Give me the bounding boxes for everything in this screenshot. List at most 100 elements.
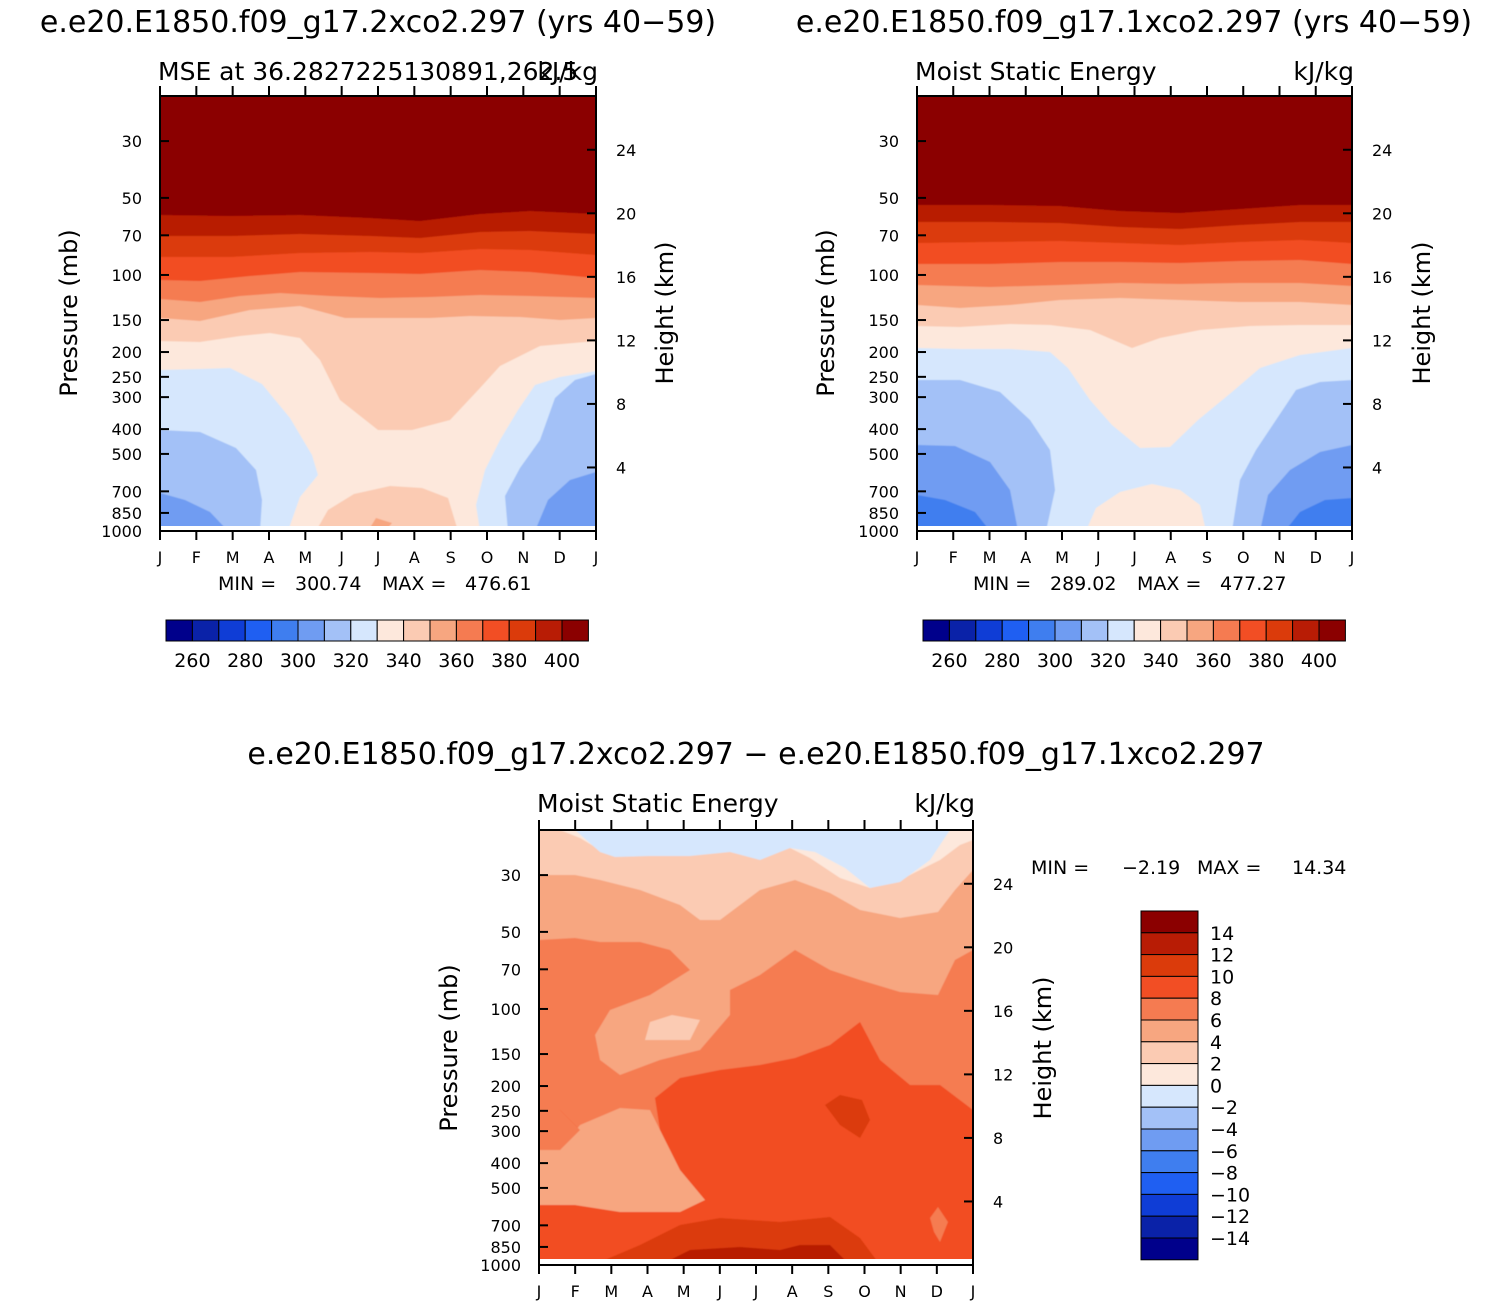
diff-colorbar-label: 4 bbox=[1210, 1032, 1222, 1054]
left-colorbar-label: 300 bbox=[280, 650, 316, 672]
left-colorbar-label: 260 bbox=[174, 650, 210, 672]
left-colorbar-label: 340 bbox=[385, 650, 421, 672]
left-colorbar-swatch bbox=[455, 619, 484, 642]
left-colorbar-swatch bbox=[323, 619, 352, 642]
left-colorbar-swatch bbox=[191, 619, 220, 642]
diff-colorbar-label: 8 bbox=[1210, 988, 1222, 1010]
right-xtick-label: D bbox=[1310, 548, 1322, 567]
right-colorbar-swatch bbox=[1212, 619, 1241, 642]
left-xtick-label: J bbox=[375, 548, 381, 567]
diff-colorbar-label: −2 bbox=[1210, 1097, 1238, 1119]
right-colorbar-swatch bbox=[1186, 619, 1214, 642]
diff-htick-label: 24 bbox=[993, 875, 1013, 894]
right-ptick-label: 150 bbox=[868, 311, 899, 330]
right-ptick-label: 500 bbox=[868, 445, 899, 464]
right-xtick-label: J bbox=[1349, 548, 1355, 567]
right-xtick-label: A bbox=[1165, 548, 1176, 567]
left-ptick-label: 50 bbox=[122, 189, 142, 208]
right-colorbar-label: 360 bbox=[1195, 650, 1231, 672]
diff-level-6-cell-b bbox=[539, 1110, 580, 1150]
left-htick-label: 16 bbox=[616, 268, 636, 287]
left-xtick-label: O bbox=[481, 548, 494, 567]
left-htick-label: 8 bbox=[616, 395, 626, 414]
left-colorbar-label: 360 bbox=[438, 650, 474, 672]
right-htick-label: 8 bbox=[1372, 395, 1382, 414]
right-colorbar-swatch bbox=[1107, 619, 1135, 642]
diff-colorbar-label: 12 bbox=[1210, 945, 1234, 967]
right-xtick-label: O bbox=[1237, 548, 1250, 567]
diff-level-4-lower bbox=[539, 1108, 705, 1212]
right-ptick-label: 850 bbox=[868, 504, 899, 523]
right-max-value: 477.27 bbox=[1220, 573, 1286, 595]
right-htick-label: 20 bbox=[1372, 204, 1392, 223]
right-subtitle-variable: Moist Static Energy bbox=[915, 57, 1157, 86]
right-colorbar-swatch bbox=[1160, 619, 1188, 642]
left-ptick-label: 70 bbox=[122, 226, 142, 245]
right-colorbar-label: 340 bbox=[1142, 650, 1178, 672]
diff-colorbar-swatch bbox=[1140, 1172, 1199, 1195]
diff-xtick-label: N bbox=[895, 1282, 907, 1301]
left-xtick-label: J bbox=[593, 548, 599, 567]
diff-colorbar-swatch bbox=[1140, 1019, 1199, 1043]
left-ptick-label: 850 bbox=[111, 504, 142, 523]
diff-ptick-label: 200 bbox=[490, 1077, 521, 1096]
left-xtick-label: F bbox=[192, 548, 201, 567]
diff-colorbar-swatch bbox=[1140, 1128, 1199, 1152]
right-xtick-label: F bbox=[949, 548, 958, 567]
left-ylabel: Pressure (mb) bbox=[55, 229, 83, 396]
diff-xtick-label: A bbox=[642, 1282, 653, 1301]
diff-colorbar-label: −4 bbox=[1210, 1119, 1238, 1141]
right-colorbar-swatch bbox=[1265, 619, 1294, 642]
diff-colorbar-label: −8 bbox=[1210, 1163, 1238, 1185]
left-contour-field bbox=[160, 96, 596, 531]
left-ptick-label: 250 bbox=[111, 368, 142, 387]
left-level-300 bbox=[160, 493, 228, 531]
left-xtick-label: M bbox=[298, 548, 312, 567]
right-colorbar-label: 300 bbox=[1037, 650, 1073, 672]
left-subtitle-units: kJ/kg bbox=[537, 57, 598, 86]
right-max-label: MAX = bbox=[1137, 573, 1201, 595]
diff-colorbar-swatch bbox=[1140, 1150, 1199, 1174]
right-ptick-label: 300 bbox=[868, 388, 899, 407]
left-panel-title: e.e20.E1850.f09_g17.2xco2.297 (yrs 40−59… bbox=[40, 5, 716, 40]
diff-max-value: 14.34 bbox=[1292, 857, 1346, 879]
left-colorbar-swatch bbox=[376, 619, 405, 642]
left-ground-strip bbox=[160, 526, 596, 531]
diff-subtitle-variable: Moist Static Energy bbox=[537, 789, 779, 818]
right-colorbar-swatch bbox=[948, 619, 977, 642]
diff-xtick-label: O bbox=[858, 1282, 871, 1301]
diff-htick-label: 8 bbox=[993, 1129, 1003, 1148]
left-htick-label: 12 bbox=[616, 331, 636, 350]
left-xtick-label: J bbox=[338, 548, 344, 567]
diff-colorbar-label: −6 bbox=[1210, 1141, 1238, 1163]
right-ylabel-right: Height (km) bbox=[1408, 242, 1436, 385]
right-subtitle-units: kJ/kg bbox=[1293, 57, 1354, 86]
left-htick-label: 24 bbox=[616, 141, 636, 160]
left-ptick-label: 1000 bbox=[101, 522, 142, 541]
right-htick-label: 4 bbox=[1372, 458, 1382, 477]
diff-ptick-label: 150 bbox=[490, 1045, 521, 1064]
left-ptick-label: 30 bbox=[122, 132, 142, 151]
left-subtitle-variable: MSE at 36.2827225130891,262.5 bbox=[158, 57, 578, 86]
diff-xtick-label: J bbox=[536, 1282, 542, 1301]
right-colorbar-label: 320 bbox=[1090, 650, 1126, 672]
diff-colorbar-swatch bbox=[1140, 1084, 1199, 1108]
diff-xtick-label: A bbox=[787, 1282, 798, 1301]
diff-colorbar-label: 14 bbox=[1210, 923, 1234, 945]
left-colorbar-swatch bbox=[535, 619, 563, 642]
left-ptick-label: 100 bbox=[111, 266, 142, 285]
right-ptick-label: 100 bbox=[868, 266, 899, 285]
diff-ptick-label: 400 bbox=[490, 1154, 521, 1173]
right-ylabel: Pressure (mb) bbox=[812, 229, 840, 396]
diff-xtick-label: J bbox=[716, 1282, 722, 1301]
left-colorbar-label: 380 bbox=[491, 650, 527, 672]
left-colorbar-swatch bbox=[244, 619, 273, 642]
diff-level-neg2 bbox=[575, 830, 950, 888]
right-colorbar-label: 260 bbox=[931, 650, 967, 672]
right-panel-title: e.e20.E1850.f09_g17.1xco2.297 (yrs 40−59… bbox=[796, 5, 1472, 40]
left-xtick-label: A bbox=[264, 548, 275, 567]
left-colorbar-swatch bbox=[218, 619, 246, 642]
right-colorbar-swatch bbox=[1133, 619, 1162, 642]
